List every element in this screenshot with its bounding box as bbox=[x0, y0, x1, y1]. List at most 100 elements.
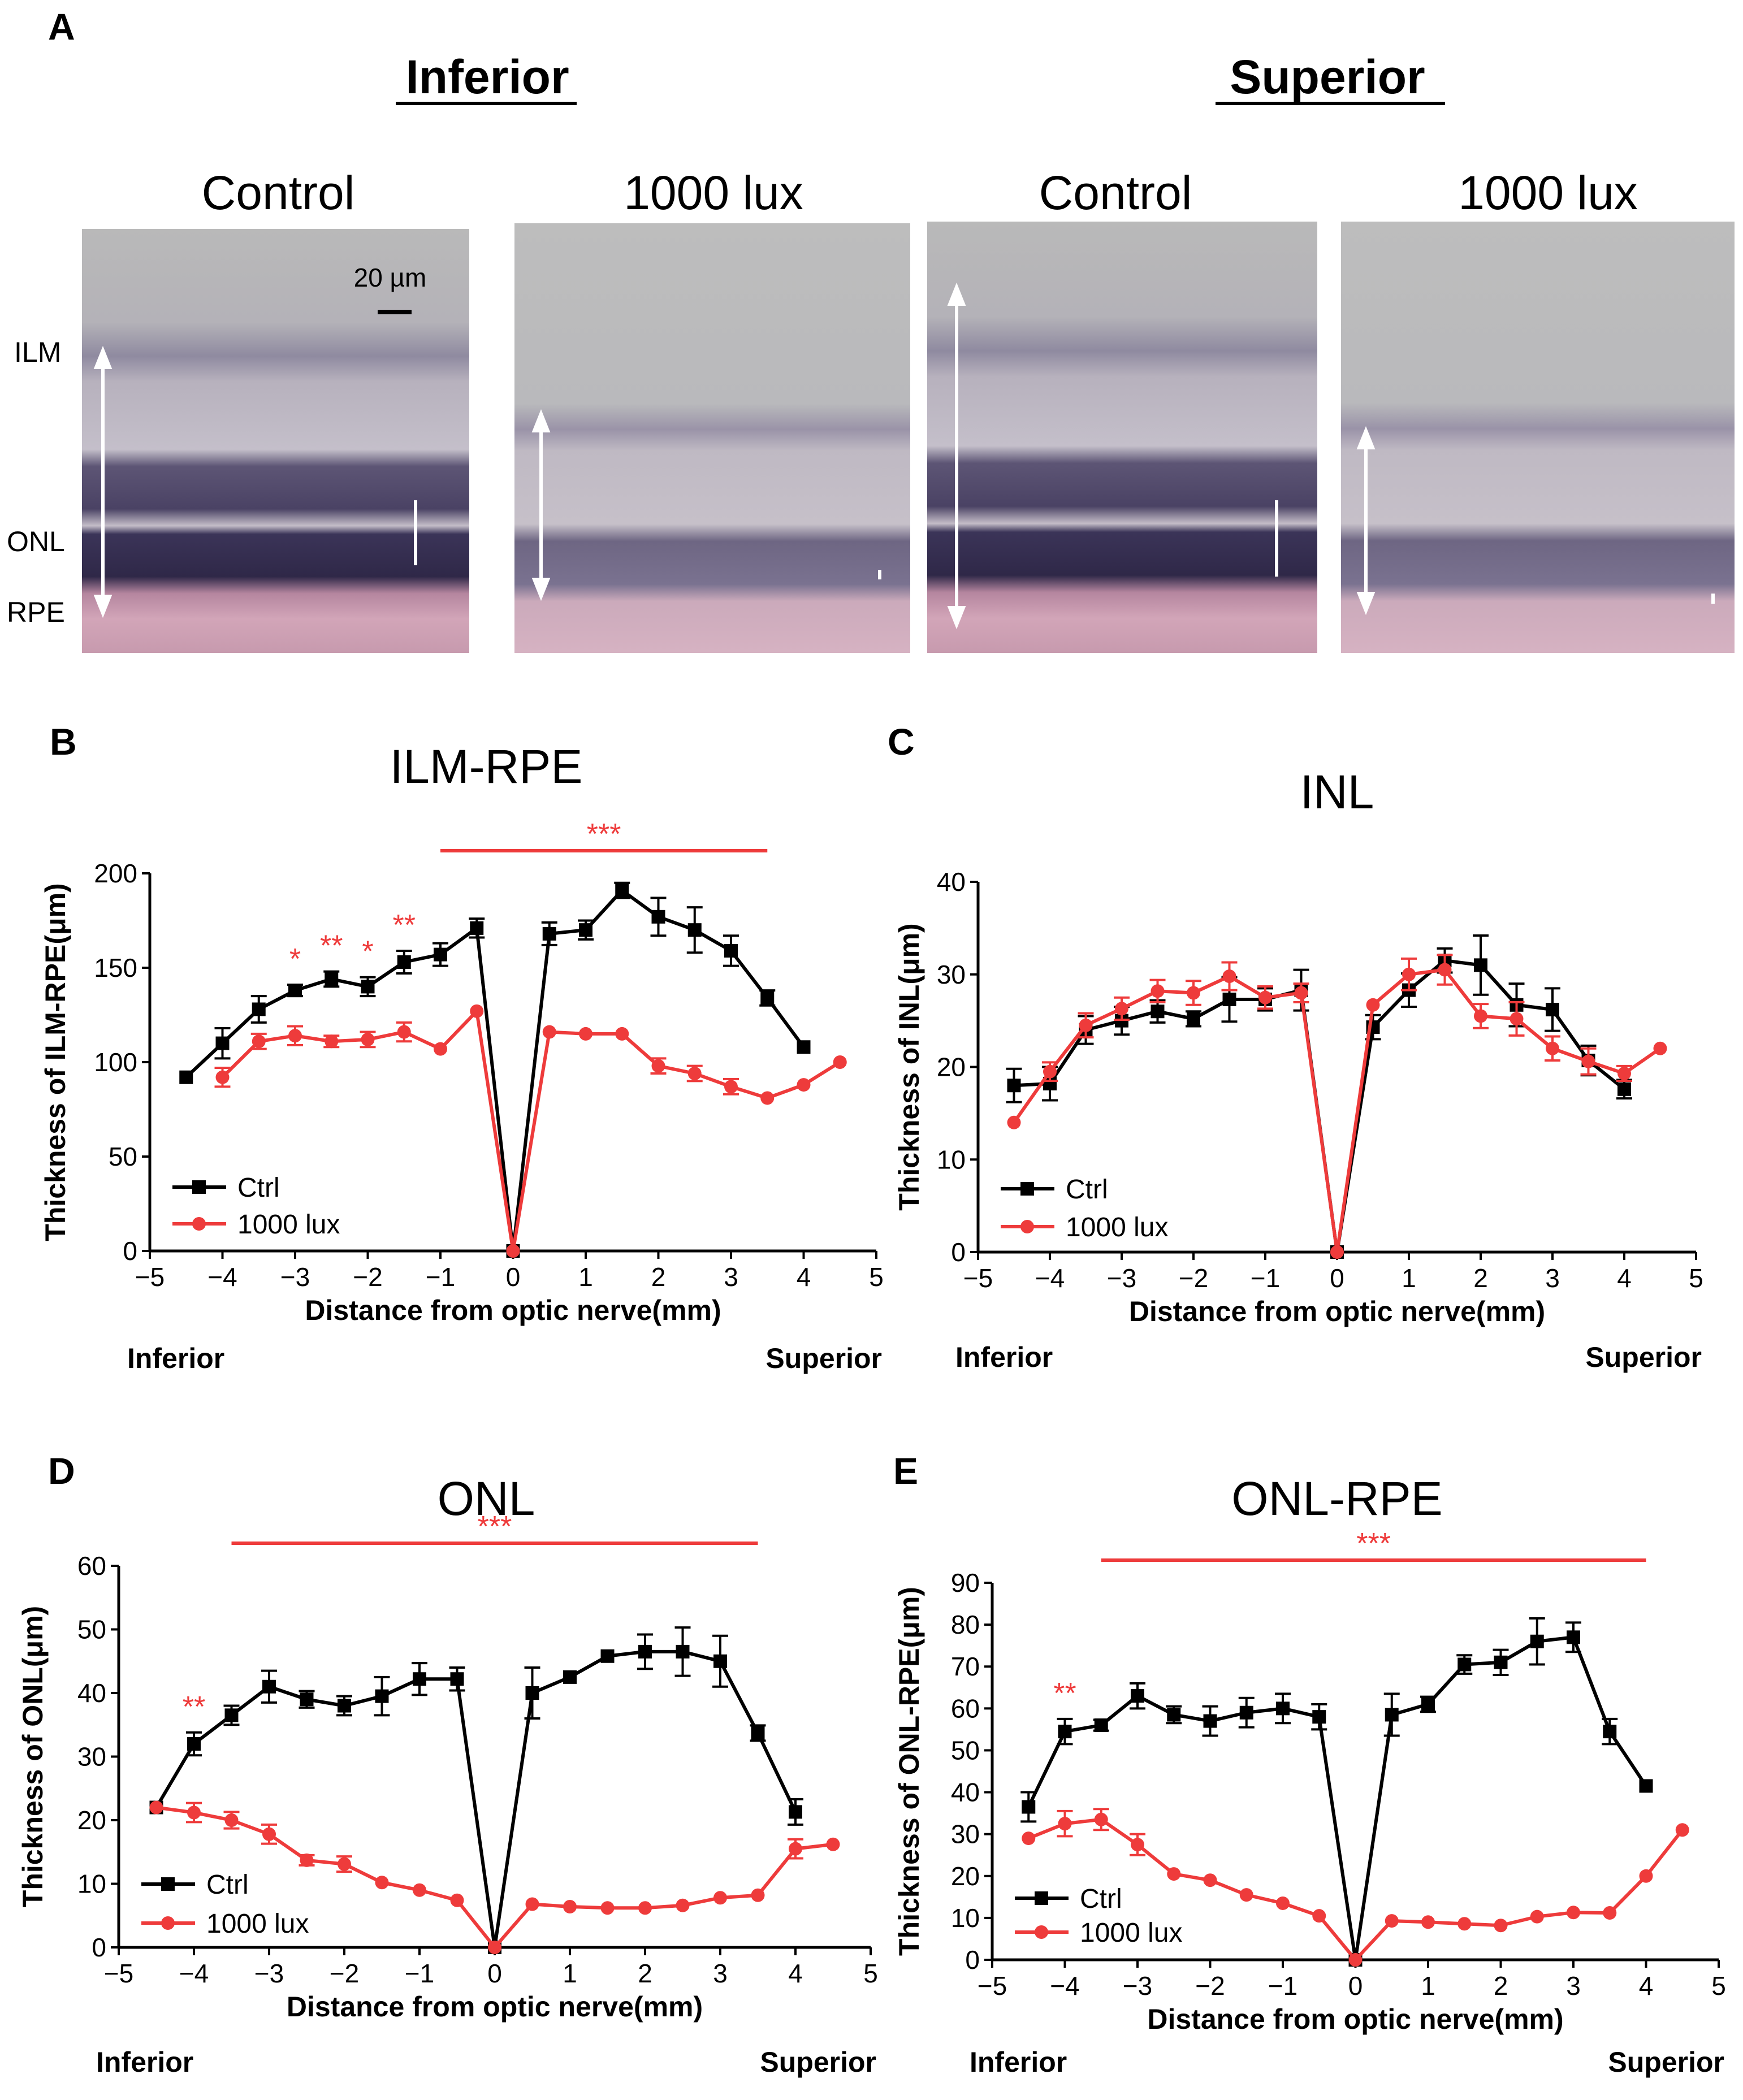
side-label-superior: Superior bbox=[760, 2046, 876, 2078]
panel-a-letter: A bbox=[48, 6, 75, 47]
data-point-ctrl bbox=[1167, 1708, 1181, 1722]
data-point-1000lux bbox=[187, 1805, 201, 1820]
side-label-inferior: Inferior bbox=[970, 2046, 1067, 2078]
data-point-1000lux bbox=[1421, 1915, 1435, 1929]
x-tick-label: −3 bbox=[1123, 1971, 1152, 2001]
data-point-ctrl bbox=[542, 926, 556, 941]
data-point-ctrl bbox=[1617, 1082, 1631, 1096]
y-tick-label: 40 bbox=[937, 867, 966, 897]
data-point-1000lux bbox=[579, 1027, 592, 1041]
data-point-ctrl bbox=[651, 910, 665, 924]
x-axis-label: Distance from optic nerve(mm) bbox=[287, 1991, 703, 2023]
significance-marker: ** bbox=[183, 1691, 205, 1724]
legend-label: Ctrl bbox=[206, 1870, 249, 1900]
data-point-1000lux bbox=[361, 1032, 375, 1046]
x-tick-label: 5 bbox=[1711, 1971, 1726, 2001]
data-point-1000lux bbox=[1402, 967, 1416, 981]
data-point-1000lux bbox=[1438, 963, 1452, 977]
legend-marker bbox=[1020, 1182, 1034, 1196]
layer-label-ilm: ILM bbox=[14, 336, 61, 368]
x-tick-label: −2 bbox=[1195, 1971, 1225, 2001]
legend-label: 1000 lux bbox=[1080, 1918, 1182, 1948]
data-point-ctrl bbox=[1474, 958, 1487, 972]
data-point-1000lux bbox=[760, 1091, 775, 1105]
data-point-1000lux bbox=[262, 1827, 276, 1841]
significance-marker: ** bbox=[320, 930, 343, 963]
data-point-1000lux bbox=[1058, 1817, 1072, 1831]
y-tick-label: 100 bbox=[94, 1047, 137, 1077]
x-tick-label: −2 bbox=[330, 1959, 359, 1988]
y-tick-label: 40 bbox=[77, 1678, 106, 1708]
data-point-ctrl bbox=[1203, 1714, 1217, 1728]
x-tick-label: −5 bbox=[978, 1971, 1007, 2001]
x-tick-label: 2 bbox=[638, 1959, 652, 1988]
data-point-1000lux bbox=[1151, 984, 1165, 998]
x-tick-label: −2 bbox=[353, 1262, 382, 1292]
data-point-1000lux bbox=[1457, 1917, 1472, 1931]
legend-label: 1000 lux bbox=[1066, 1213, 1168, 1242]
x-tick-label: 0 bbox=[1348, 1971, 1363, 2001]
data-point-ctrl bbox=[615, 884, 629, 898]
data-point-1000lux bbox=[1348, 1953, 1363, 1967]
data-point-1000lux bbox=[325, 1034, 339, 1049]
data-point-ctrl bbox=[525, 1686, 539, 1700]
data-point-ctrl bbox=[470, 921, 484, 935]
data-point-1000lux bbox=[687, 1067, 702, 1081]
data-point-ctrl bbox=[1187, 1012, 1200, 1026]
side-label-superior: Superior bbox=[1608, 2046, 1724, 2078]
significance-marker: * bbox=[362, 936, 373, 968]
significance-marker: ** bbox=[1053, 1677, 1076, 1710]
data-point-ctrl bbox=[713, 1654, 727, 1668]
y-tick-label: 200 bbox=[94, 859, 137, 888]
data-point-1000lux bbox=[224, 1813, 239, 1827]
data-point-1000lux bbox=[1494, 1919, 1508, 1933]
chart-title: ILM-RPE bbox=[390, 740, 583, 793]
image-label-control-inferior: Control bbox=[202, 166, 355, 219]
side-label-inferior: Inferior bbox=[96, 2046, 193, 2078]
data-point-ctrl bbox=[1276, 1701, 1290, 1716]
x-tick-label: 1 bbox=[1421, 1971, 1435, 2001]
significance-marker: * bbox=[289, 943, 301, 976]
data-point-ctrl bbox=[1312, 1710, 1326, 1724]
y-tick-label: 10 bbox=[951, 1903, 980, 1933]
data-point-ctrl bbox=[676, 1644, 690, 1659]
data-point-1000lux bbox=[1239, 1888, 1253, 1902]
data-point-ctrl bbox=[215, 1036, 230, 1050]
data-point-ctrl bbox=[1567, 1630, 1580, 1644]
legend-marker bbox=[192, 1180, 206, 1194]
y-tick-label: 50 bbox=[951, 1735, 980, 1765]
legend-label: 1000 lux bbox=[206, 1909, 309, 1939]
x-tick-label: −1 bbox=[1268, 1971, 1297, 2001]
significance-bar-label: *** bbox=[1356, 1527, 1391, 1560]
x-tick-label: −4 bbox=[1035, 1263, 1065, 1293]
legend-label: Ctrl bbox=[1066, 1175, 1108, 1205]
x-tick-label: 0 bbox=[506, 1262, 521, 1292]
x-tick-label: −5 bbox=[104, 1959, 133, 1988]
series-line-1000lux bbox=[1013, 968, 1662, 1254]
data-point-1000lux bbox=[1330, 1245, 1344, 1259]
x-tick-label: 0 bbox=[1330, 1263, 1344, 1293]
x-tick-label: 3 bbox=[1566, 1971, 1581, 2001]
histology-image-control-superior bbox=[927, 222, 1317, 653]
x-tick-label: 4 bbox=[788, 1959, 803, 1988]
y-axis-label: Thickness of INL(μm) bbox=[893, 923, 925, 1210]
thickness-arrows bbox=[93, 282, 1715, 630]
y-tick-label: 10 bbox=[937, 1145, 966, 1174]
x-tick-label: 1 bbox=[563, 1959, 577, 1988]
histology-image-lux-superior bbox=[1341, 222, 1735, 653]
data-point-ctrl bbox=[325, 972, 339, 986]
data-point-ctrl bbox=[1131, 1689, 1144, 1703]
data-point-1000lux bbox=[413, 1883, 426, 1897]
data-point-ctrl bbox=[1457, 1657, 1472, 1672]
x-tick-label: −5 bbox=[135, 1262, 165, 1292]
data-point-ctrl bbox=[179, 1070, 193, 1084]
data-point-ctrl bbox=[1421, 1697, 1435, 1711]
x-tick-label: −3 bbox=[280, 1262, 310, 1292]
y-tick-label: 50 bbox=[109, 1142, 137, 1171]
y-tick-label: 80 bbox=[951, 1610, 980, 1639]
x-tick-label: 5 bbox=[869, 1262, 884, 1292]
data-point-1000lux bbox=[1546, 1041, 1559, 1055]
y-tick-label: 20 bbox=[937, 1053, 966, 1082]
legend-label: Ctrl bbox=[237, 1173, 280, 1203]
